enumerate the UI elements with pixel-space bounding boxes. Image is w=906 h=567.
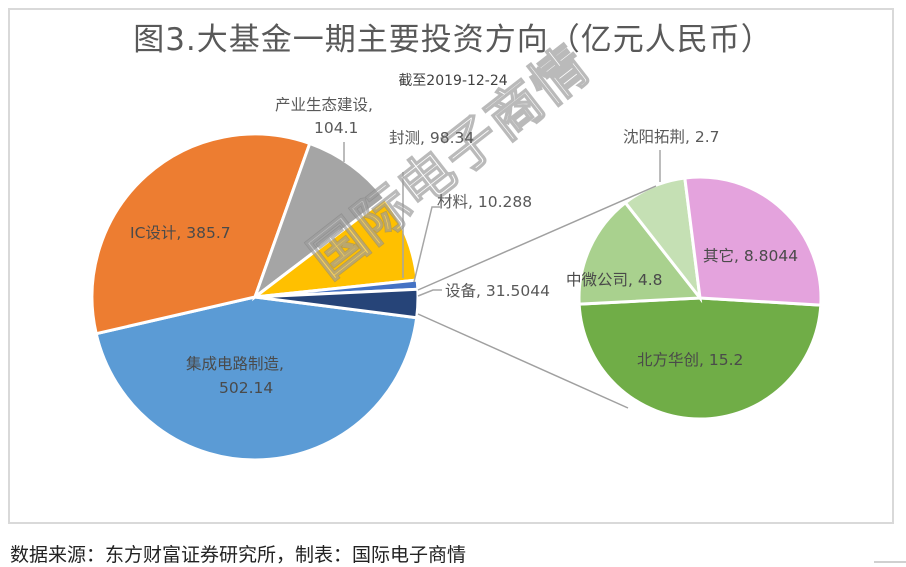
- label-shenyang: 沈阳拓荆, 2.7: [623, 128, 720, 146]
- main-pie: [90, 132, 420, 462]
- label-jicheng-name: 集成电路制造,: [186, 355, 284, 373]
- corner-mark: [874, 561, 906, 563]
- chart-title: 图3.大基金一期主要投资方向（亿元人民币）: [133, 22, 773, 58]
- label-shebei: 设备, 31.5044: [445, 282, 550, 300]
- label-ic: IC设计, 385.7: [130, 224, 231, 242]
- slice-beifang: [577, 296, 823, 421]
- label-fengce: 封测, 98.34: [389, 129, 475, 147]
- chart-subtitle: 截至2019-12-24: [398, 73, 508, 89]
- slice-fengce: [249, 196, 419, 300]
- slice-ic: [90, 132, 312, 336]
- leader-lines: [343, 142, 661, 409]
- slice-qita: [683, 175, 823, 307]
- label-cailiao: 材料, 10.288: [437, 193, 533, 211]
- secondary-pie: [577, 175, 823, 421]
- label-chanye-value: 104.1: [314, 119, 359, 137]
- label-zhongwei: 中微公司, 4.8: [566, 271, 663, 289]
- label-chanye-name: 产业生态建设,: [275, 96, 373, 114]
- slice-zhongwei: [577, 200, 703, 306]
- chart-frame: [8, 8, 894, 524]
- label-qita: 其它, 8.8044: [703, 247, 799, 265]
- data-source-note: 数据来源：东方财富证券研究所，制表：国际电子商情: [10, 544, 467, 566]
- label-beifang: 北方华创, 15.2: [637, 351, 744, 369]
- slice-jicheng: [94, 295, 419, 462]
- label-jicheng-value: 502.14: [219, 379, 274, 397]
- slice-chanye: [251, 141, 387, 302]
